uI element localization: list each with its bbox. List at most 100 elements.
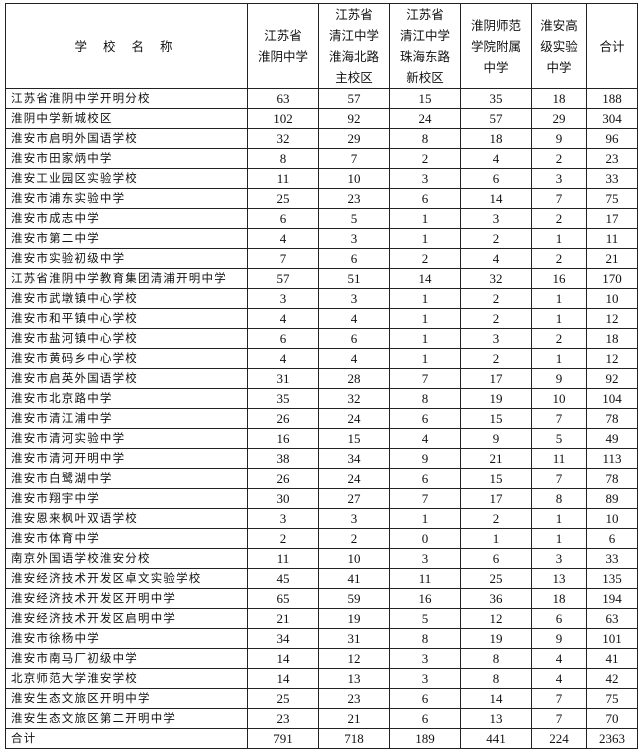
value-cell: 4 xyxy=(460,148,532,169)
school-name-cell: 淮安市白鹭湖中学 xyxy=(5,468,248,489)
value-cell: 19 xyxy=(460,388,532,409)
value-cell: 15 xyxy=(389,88,461,109)
value-cell: 32 xyxy=(318,388,390,409)
school-name-cell: 淮安市成志中学 xyxy=(5,208,248,229)
value-cell: 6 xyxy=(460,548,532,569)
value-cell: 25 xyxy=(247,188,319,209)
value-cell: 189 xyxy=(389,728,461,749)
value-cell: 12 xyxy=(586,308,638,329)
value-cell: 13 xyxy=(318,668,390,689)
value-cell: 17 xyxy=(460,368,532,389)
value-cell: 6 xyxy=(389,468,461,489)
school-name-cell: 淮安生态文旅区开明中学 xyxy=(5,688,248,709)
school-name-cell: 淮安市第二中学 xyxy=(5,228,248,249)
value-cell: 23 xyxy=(318,688,390,709)
value-cell: 4 xyxy=(389,428,461,449)
value-cell: 11 xyxy=(247,548,319,569)
table-row: 淮阴中学新城校区 102 92 24 57 29 304 xyxy=(5,108,638,129)
value-cell: 19 xyxy=(460,628,532,649)
value-cell: 17 xyxy=(586,208,638,229)
value-cell: 6 xyxy=(389,708,461,729)
school-name-cell: 淮安市翔宇中学 xyxy=(5,488,248,509)
value-cell: 1 xyxy=(389,288,461,309)
value-cell: 4 xyxy=(247,308,319,329)
value-cell: 9 xyxy=(531,128,587,149)
header-total: 合计 xyxy=(586,3,638,89)
value-cell: 70 xyxy=(586,708,638,729)
school-name-cell: 合计 xyxy=(5,728,248,749)
header-school-name: 学 校 名 称 xyxy=(5,3,248,89)
value-cell: 8 xyxy=(531,488,587,509)
table-row: 淮安生态文旅区开明中学 25 23 6 14 7 75 xyxy=(5,688,638,709)
table-row: 淮安市成志中学 6 5 1 3 2 17 xyxy=(5,208,638,229)
value-cell: 18 xyxy=(531,88,587,109)
value-cell: 24 xyxy=(318,408,390,429)
value-cell: 2 xyxy=(531,328,587,349)
value-cell: 63 xyxy=(247,88,319,109)
value-cell: 31 xyxy=(247,368,319,389)
value-cell: 19 xyxy=(318,608,390,629)
value-cell: 5 xyxy=(531,428,587,449)
header-row: 学 校 名 称 江苏省 淮阴中学 江苏省 清江中学 淮海北路 主校区 江苏省 清… xyxy=(5,3,638,89)
value-cell: 3 xyxy=(389,168,461,189)
table-row: 淮安市清江浦中学 26 24 6 15 7 78 xyxy=(5,408,638,429)
value-cell: 3 xyxy=(247,508,319,529)
value-cell: 59 xyxy=(318,588,390,609)
school-name-cell: 北京师范大学淮安学校 xyxy=(5,668,248,689)
value-cell: 10 xyxy=(318,548,390,569)
value-cell: 2 xyxy=(460,508,532,529)
value-cell: 24 xyxy=(389,108,461,129)
value-cell: 14 xyxy=(247,668,319,689)
school-name-cell: 淮安市武墩镇中心学校 xyxy=(5,288,248,309)
table-row: 淮安市实验初级中学 7 6 2 4 2 21 xyxy=(5,248,638,269)
value-cell: 6 xyxy=(460,168,532,189)
value-cell: 9 xyxy=(460,428,532,449)
value-cell: 113 xyxy=(586,448,638,469)
enrollment-table: 学 校 名 称 江苏省 淮阴中学 江苏省 清江中学 淮海北路 主校区 江苏省 清… xyxy=(5,3,638,749)
value-cell: 2 xyxy=(531,248,587,269)
value-cell: 11 xyxy=(389,568,461,589)
table-row: 淮安市第二中学 4 3 1 2 1 11 xyxy=(5,228,638,249)
value-cell: 6 xyxy=(531,608,587,629)
value-cell: 718 xyxy=(318,728,390,749)
value-cell: 2 xyxy=(389,248,461,269)
table-row: 淮安市盐河镇中心学校 6 6 1 3 2 18 xyxy=(5,328,638,349)
value-cell: 2 xyxy=(531,148,587,169)
value-cell: 7 xyxy=(531,188,587,209)
value-cell: 1 xyxy=(389,308,461,329)
school-name-cell: 淮安市徐杨中学 xyxy=(5,628,248,649)
value-cell: 7 xyxy=(531,468,587,489)
value-cell: 3 xyxy=(389,668,461,689)
value-cell: 11 xyxy=(586,228,638,249)
value-cell: 78 xyxy=(586,468,638,489)
value-cell: 26 xyxy=(247,408,319,429)
school-name-cell: 淮安市清河实验中学 xyxy=(5,428,248,449)
value-cell: 2363 xyxy=(586,728,638,749)
value-cell: 1 xyxy=(531,228,587,249)
school-name-cell: 江苏省淮阴中学开明分校 xyxy=(5,88,248,109)
value-cell: 38 xyxy=(247,448,319,469)
value-cell: 170 xyxy=(586,268,638,289)
value-cell: 3 xyxy=(531,168,587,189)
value-cell: 29 xyxy=(531,108,587,129)
total-row: 合计 791 718 189 441 224 2363 xyxy=(5,728,638,749)
value-cell: 33 xyxy=(586,168,638,189)
value-cell: 15 xyxy=(460,468,532,489)
school-name-cell: 淮安生态文旅区第二开明中学 xyxy=(5,708,248,729)
value-cell: 16 xyxy=(531,268,587,289)
value-cell: 31 xyxy=(318,628,390,649)
value-cell: 101 xyxy=(586,628,638,649)
table-row: 淮安市北京路中学 35 32 8 19 10 104 xyxy=(5,388,638,409)
table-row: 淮安市清河开明中学 38 34 9 21 11 113 xyxy=(5,448,638,469)
value-cell: 6 xyxy=(389,408,461,429)
value-cell: 8 xyxy=(460,668,532,689)
value-cell: 24 xyxy=(318,468,390,489)
value-cell: 1 xyxy=(460,528,532,549)
value-cell: 224 xyxy=(531,728,587,749)
school-name-cell: 淮安市启英外国语学校 xyxy=(5,368,248,389)
table-row: 淮安市黄码乡中心学校 4 4 1 2 1 12 xyxy=(5,348,638,369)
table-row: 淮安市浦东实验中学 25 23 6 14 7 75 xyxy=(5,188,638,209)
value-cell: 8 xyxy=(247,148,319,169)
value-cell: 78 xyxy=(586,408,638,429)
value-cell: 9 xyxy=(531,368,587,389)
